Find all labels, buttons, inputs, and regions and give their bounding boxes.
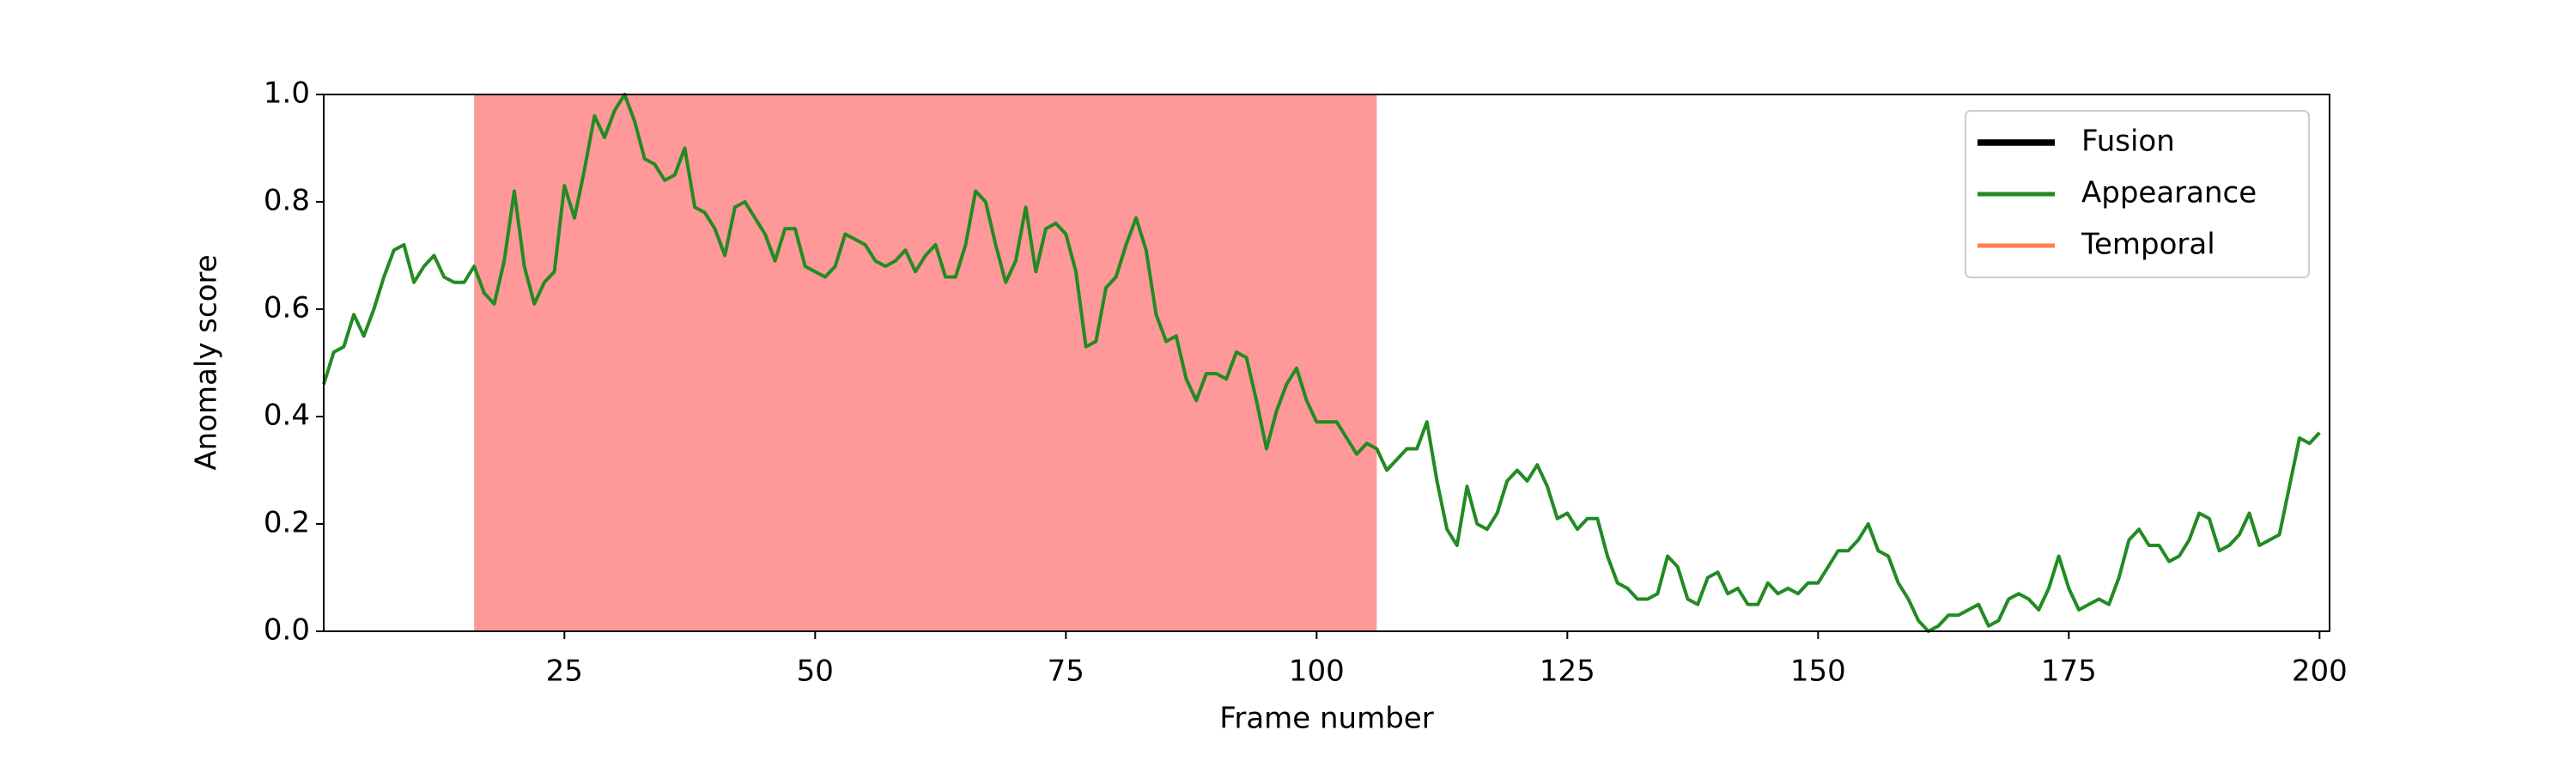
y-tick-label: 0.4 bbox=[264, 399, 310, 433]
legend-box bbox=[1965, 110, 2310, 278]
legend-label: Fusion bbox=[2081, 125, 2175, 159]
highlight-span bbox=[474, 94, 1377, 631]
x-tick-label: 200 bbox=[2292, 654, 2348, 689]
x-tick-label: 25 bbox=[546, 654, 583, 689]
x-axis-label: Frame number bbox=[1219, 702, 1433, 736]
y-tick-label: 0.0 bbox=[264, 613, 310, 648]
x-tick-label: 125 bbox=[1540, 654, 1595, 689]
x-tick-label: 75 bbox=[1048, 654, 1084, 689]
data-line bbox=[322, 93, 2321, 633]
y-tick-label: 0.8 bbox=[264, 184, 310, 218]
x-tick-label: 150 bbox=[1790, 654, 1846, 689]
y-tick-label: 1.0 bbox=[264, 76, 310, 111]
y-tick-label: 0.6 bbox=[264, 291, 310, 326]
legend-label: Temporal bbox=[2081, 228, 2215, 262]
legend-label: Appearance bbox=[2081, 176, 2257, 210]
x-tick-label: 50 bbox=[797, 654, 834, 689]
x-tick-label: 175 bbox=[2041, 654, 2097, 689]
y-tick-label: 0.2 bbox=[264, 506, 310, 540]
x-tick-label: 100 bbox=[1289, 654, 1345, 689]
axes-frame bbox=[323, 94, 2330, 632]
y-axis-label: Anomaly score bbox=[190, 254, 224, 470]
